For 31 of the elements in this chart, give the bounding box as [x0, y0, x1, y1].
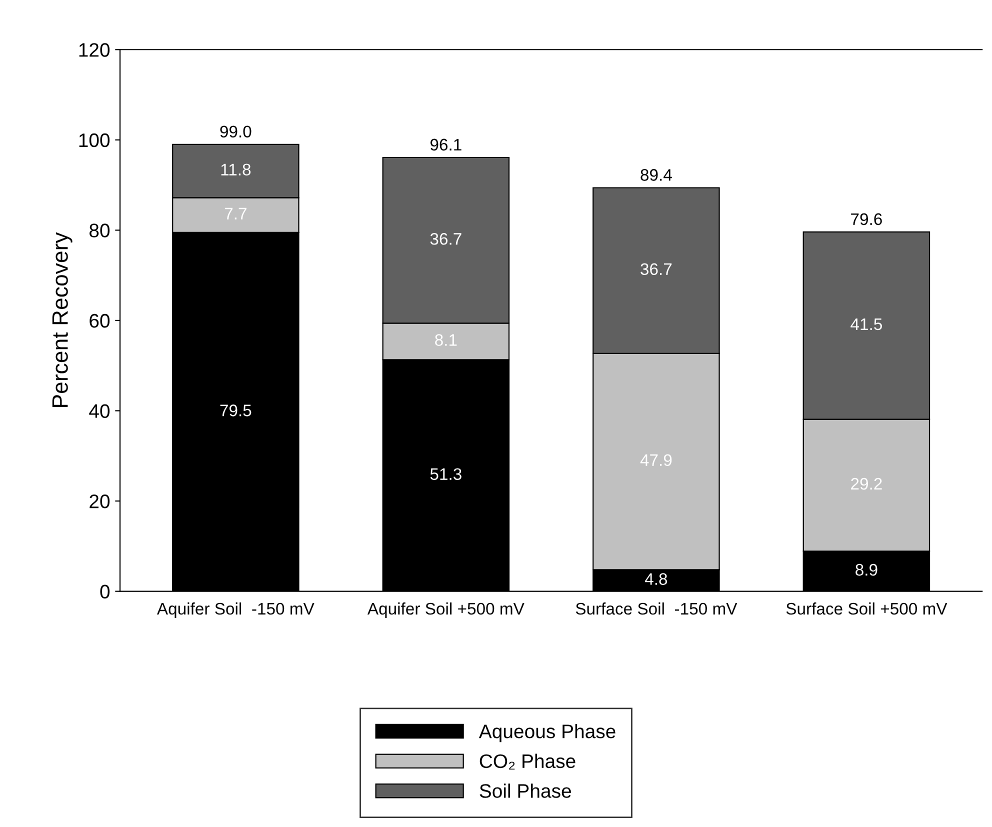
legend-label: Aqueous Phase: [478, 724, 616, 742]
data-label: 51.3: [430, 468, 462, 480]
data-label: 29.2: [851, 478, 882, 490]
total-label: 99.0: [220, 126, 252, 138]
data-label: 79.5: [220, 404, 252, 416]
data-label: 41.5: [850, 318, 882, 330]
total-label: 96.1: [430, 138, 462, 151]
data-label: 4.8: [644, 573, 668, 585]
total-label: 79.6: [851, 213, 882, 226]
y-tick-label: 20: [90, 494, 110, 508]
data-label: 7.7: [224, 208, 246, 220]
total-label: 89.4: [640, 169, 672, 181]
data-label: 8.1: [435, 334, 457, 346]
data-label: 8.9: [856, 564, 878, 576]
x-tick-label: Surface Soil +500 mV: [786, 602, 948, 615]
y-tick-label: 40: [89, 404, 110, 418]
data-label: 11.8: [221, 164, 251, 176]
x-tick-label: Surface Soil -150 mV: [576, 602, 738, 615]
y-tick-label: 100: [79, 133, 110, 148]
x-tick-label: Aquifer Soil +500 mV: [367, 602, 524, 618]
y-tick-label: 120: [79, 43, 110, 57]
y-tick-label: 60: [90, 314, 110, 328]
legend-label: CO₂ Phase: [480, 754, 576, 770]
data-label: 36.7: [640, 263, 672, 276]
data-label: 36.7: [430, 233, 462, 245]
x-tick-label: Aquifer Soil -150 mV: [156, 602, 314, 618]
y-tick-label: 80: [90, 224, 110, 238]
y-tick-label: 0: [100, 584, 110, 599]
legend-label: Soil Phase: [480, 784, 571, 798]
data-label: 47.9: [640, 454, 672, 466]
y-axis-title: Percent Recovery: [52, 232, 72, 407]
